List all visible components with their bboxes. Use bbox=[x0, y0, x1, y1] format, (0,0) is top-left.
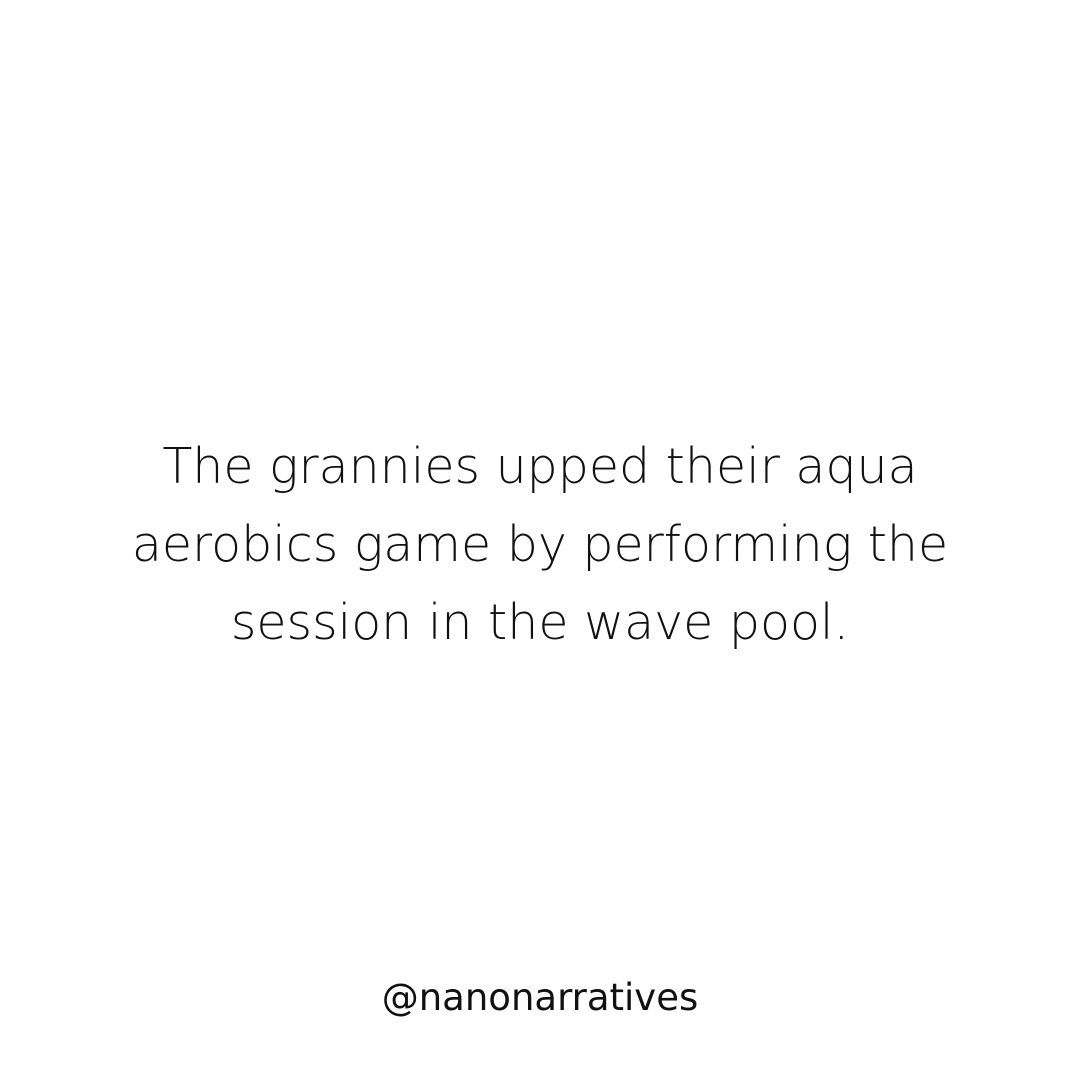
story-text: The grannies upped their aqua aerobics g… bbox=[0, 428, 1080, 662]
story-line-3: session in the wave pool. bbox=[230, 594, 850, 651]
author-handle: @nanonarratives bbox=[381, 976, 699, 1019]
story-line-1: The grannies upped their aqua bbox=[162, 438, 918, 495]
story-line-2: aerobics game by performing the bbox=[131, 516, 949, 573]
